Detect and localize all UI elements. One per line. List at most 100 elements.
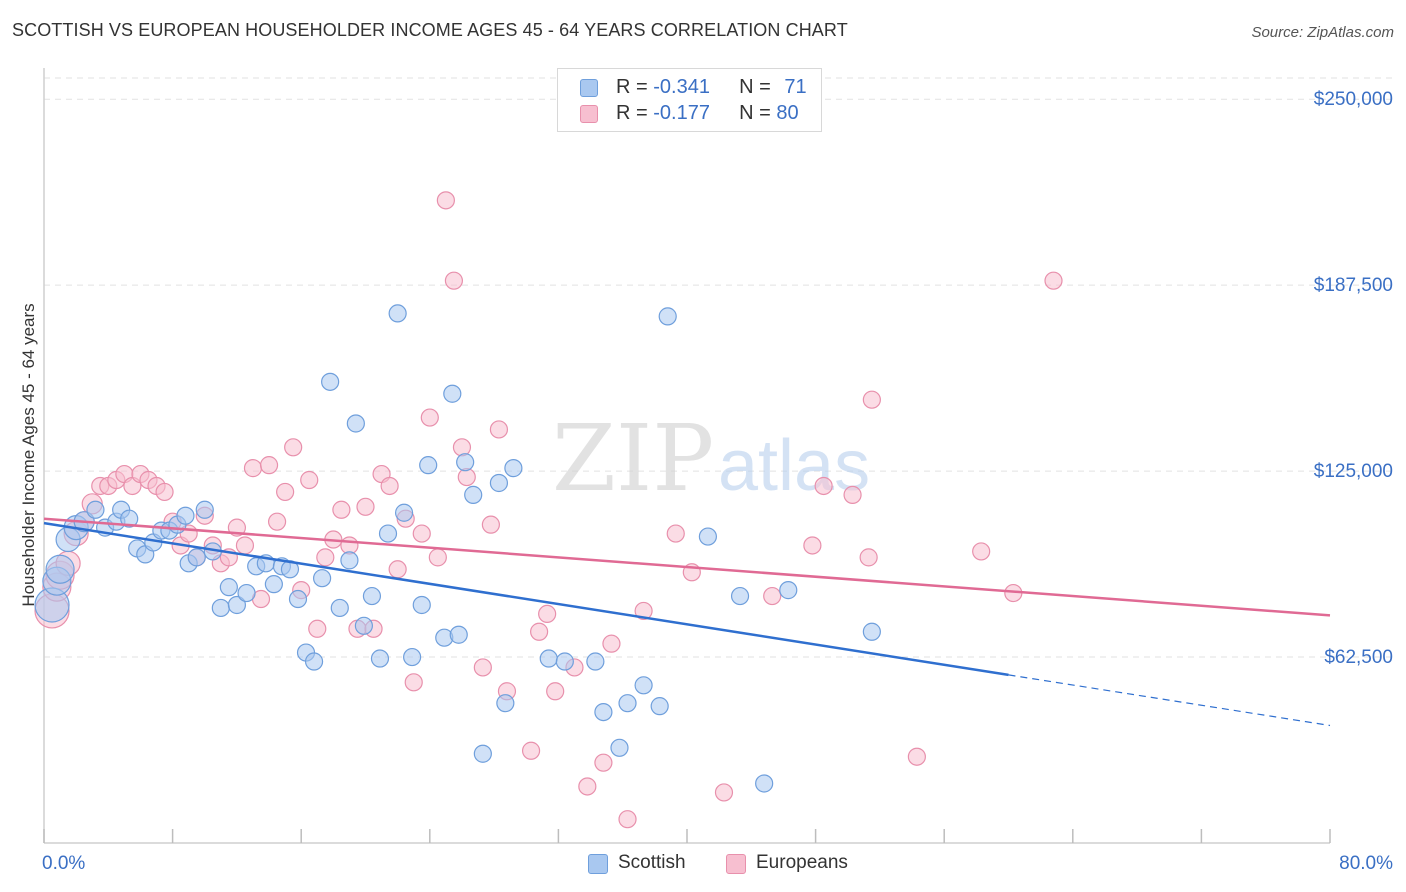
europeans-point xyxy=(546,682,565,701)
europeans-point xyxy=(284,438,303,457)
scottish-trend-line xyxy=(43,521,1009,677)
scottish-point xyxy=(755,774,774,793)
europeans-point xyxy=(666,524,685,543)
source-label: Source: ZipAtlas.com xyxy=(1251,24,1394,41)
scottish-point xyxy=(610,738,629,757)
legend-scottish-swatch xyxy=(588,854,608,874)
scottish-point xyxy=(650,697,669,716)
axes xyxy=(43,68,1331,844)
europeans-point xyxy=(452,438,472,457)
scottish-point xyxy=(594,702,613,722)
europeans-point xyxy=(634,601,653,621)
europeans-point xyxy=(618,810,637,829)
scottish-point xyxy=(394,503,414,522)
europeans-point xyxy=(907,747,926,766)
europeans-point xyxy=(356,497,375,516)
europeans-point xyxy=(388,560,407,579)
trend-lines xyxy=(43,517,1331,727)
europeans-point xyxy=(235,536,255,555)
scottish-point xyxy=(321,372,340,391)
europeans-n-value: 80 xyxy=(776,102,799,124)
y-tick-label: $187,500 xyxy=(1314,275,1393,296)
scottish-point xyxy=(496,694,515,713)
scottish-n-value: 71 xyxy=(784,76,807,98)
x-tick-label: 0.0% xyxy=(42,853,85,874)
scottish-point xyxy=(698,527,717,546)
europeans-point xyxy=(763,586,782,606)
europeans-point xyxy=(489,420,509,439)
scottish-point xyxy=(618,694,637,713)
scottish-point xyxy=(378,524,398,543)
europeans-point xyxy=(316,548,335,567)
scottish-point xyxy=(304,652,324,671)
europeans-point xyxy=(1044,271,1063,290)
scottish-point xyxy=(730,586,750,606)
scottish-point xyxy=(489,473,509,493)
europeans-point xyxy=(308,619,327,638)
europeans-point xyxy=(538,604,557,624)
scottish-point xyxy=(403,647,422,667)
scottish-point xyxy=(555,652,574,671)
scottish-point xyxy=(473,744,492,763)
scottish-point xyxy=(211,598,230,618)
watermark: ZIP atlas xyxy=(552,405,870,512)
europeans-point xyxy=(332,500,351,519)
scottish-r-label: R = xyxy=(616,76,654,98)
europeans-point xyxy=(473,658,492,677)
scottish-point xyxy=(45,554,75,584)
scottish-point xyxy=(412,595,431,615)
europeans-point xyxy=(803,536,822,555)
scottish-point xyxy=(237,583,256,603)
europeans-point xyxy=(594,753,613,772)
stats-legend: R = -0.341 N = 71 R = -0.177 N = 80 xyxy=(557,68,822,132)
legend-scottish-label: Scottish xyxy=(618,852,686,873)
scottish-point xyxy=(86,500,105,519)
tick-labels: $62,500 $125,000 $187,500 $250,000 0.0% 80.0% xyxy=(42,89,1393,874)
europeans-point xyxy=(300,470,319,490)
europeans-swatch xyxy=(580,105,598,123)
scottish-point xyxy=(330,598,349,618)
europeans-point xyxy=(714,783,734,802)
legend-europeans-label: Europeans xyxy=(756,852,848,873)
scottish-point xyxy=(195,500,214,519)
scottish-point xyxy=(264,575,283,594)
scottish-swatch xyxy=(580,79,598,97)
scottish-point xyxy=(219,578,238,597)
europeans-point xyxy=(814,476,833,496)
y-tick-label: $125,000 xyxy=(1314,461,1393,482)
europeans-point xyxy=(420,408,439,427)
scottish-point xyxy=(340,551,359,570)
europeans-point xyxy=(862,390,881,409)
scottish-point xyxy=(449,625,468,644)
europeans-point xyxy=(521,741,541,760)
x-tick-label: 80.0% xyxy=(1339,853,1393,874)
chart-title: SCOTTISH VS EUROPEAN HOUSEHOLDER INCOME … xyxy=(12,20,848,40)
scottish-point xyxy=(456,453,475,472)
europeans-point xyxy=(972,542,991,561)
scottish-point xyxy=(388,304,407,323)
europeans-point xyxy=(276,482,295,502)
scottish-point xyxy=(187,548,206,567)
scottish-point xyxy=(120,509,139,528)
scottish-point xyxy=(346,414,365,433)
legend-europeans-swatch xyxy=(726,854,746,874)
europeans-point xyxy=(259,456,279,475)
europeans-point xyxy=(155,482,174,502)
scottish-point xyxy=(443,384,462,403)
europeans-point xyxy=(602,634,621,653)
europeans-point xyxy=(243,459,263,478)
scottish-point xyxy=(419,456,438,475)
europeans-point xyxy=(859,548,878,567)
y-tick-label: $62,500 xyxy=(1324,647,1393,668)
y-tick-label: $250,000 xyxy=(1314,89,1393,110)
europeans-point xyxy=(578,777,597,796)
scottish-point xyxy=(312,569,332,588)
scottish-point xyxy=(504,459,523,478)
europeans-point xyxy=(481,515,500,534)
scottish-points xyxy=(34,304,881,793)
europeans-point xyxy=(412,524,431,543)
scottish-point xyxy=(658,307,677,326)
scottish-point xyxy=(176,506,195,525)
scottish-point xyxy=(862,622,881,641)
europeans-point xyxy=(843,485,862,504)
